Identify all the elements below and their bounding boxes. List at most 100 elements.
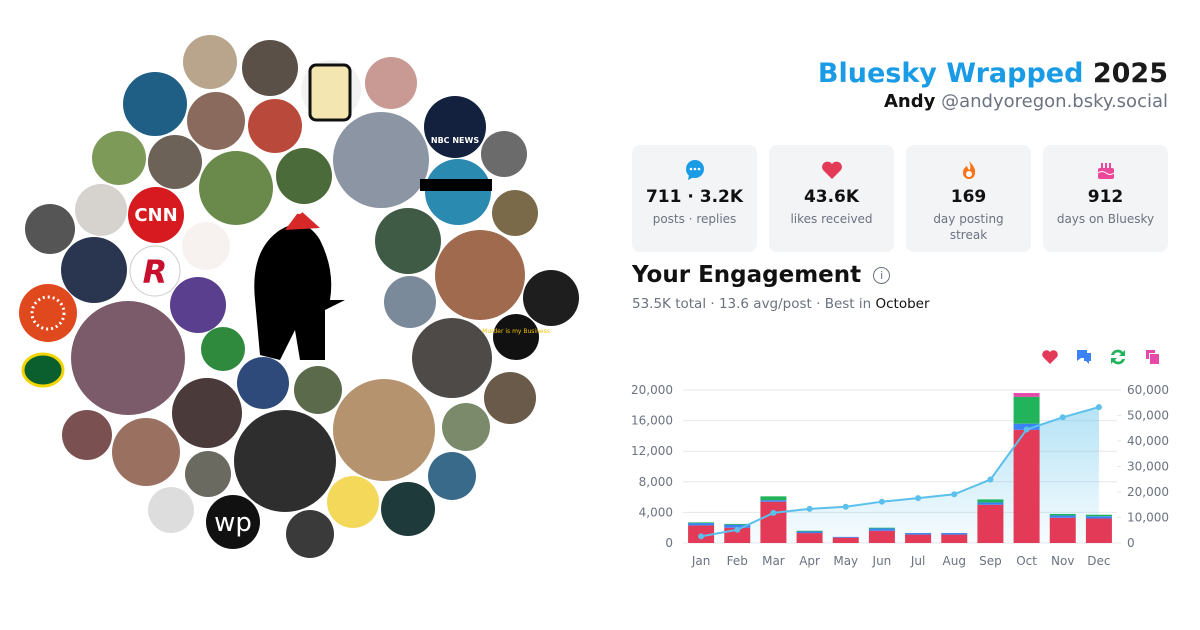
- bar-segment: [977, 504, 1004, 543]
- bar-segment: [1085, 514, 1112, 517]
- avatar: [112, 418, 180, 486]
- avatar: [442, 403, 490, 451]
- x-tick-label: Jun: [872, 554, 892, 568]
- avatar: [363, 328, 407, 372]
- avatar-icon: [308, 63, 352, 122]
- bar-segment: [941, 533, 968, 535]
- bar-segment: [760, 501, 787, 543]
- stat-value: 169: [950, 187, 987, 207]
- avatar: [425, 159, 491, 225]
- bar-segment: [1013, 429, 1040, 543]
- stat-icon: [821, 161, 842, 179]
- avatar-icon: [30, 295, 66, 331]
- avatar: [61, 237, 127, 303]
- x-tick-label: Sep: [979, 554, 1002, 568]
- header: Bluesky Wrapped 2025 Andy @andyoregon.bs…: [818, 58, 1168, 112]
- bar-segment: [1049, 513, 1076, 516]
- bar-segment: [977, 499, 1004, 503]
- line-point: [1023, 426, 1030, 433]
- avatar-label: NBC NEWS: [431, 136, 479, 145]
- line-point: [734, 526, 741, 533]
- avatar: [128, 187, 184, 243]
- stat-icon: [1097, 163, 1114, 179]
- avatar: [129, 245, 181, 297]
- bar-segment: [724, 523, 751, 525]
- avatar: [187, 92, 245, 150]
- avatar: [384, 276, 436, 328]
- bar-segment: [868, 527, 895, 529]
- x-tick-label: May: [833, 554, 858, 568]
- engagement-title-text: Your Engagement: [632, 262, 862, 288]
- line-point: [1095, 404, 1102, 411]
- avatar: [206, 495, 260, 549]
- avatar: [381, 482, 435, 536]
- avatar: [428, 452, 476, 500]
- engagement-summary: 53.5K total · 13.6 avg/post · Best in Oc…: [632, 296, 930, 312]
- legend-icon: [1042, 350, 1058, 364]
- bar-segment: [796, 531, 823, 534]
- avatar: [481, 131, 527, 177]
- avatar: [148, 487, 194, 533]
- line-point: [951, 491, 958, 498]
- avatar: [75, 184, 127, 236]
- bar-segment: [868, 528, 895, 531]
- avatar: [248, 99, 302, 153]
- cumulative-line: [700, 406, 1100, 538]
- bar-segment: [796, 530, 823, 532]
- stat-card: 43.6K likes received: [769, 145, 894, 252]
- bar-segment: [760, 496, 787, 501]
- avatar: [148, 135, 202, 189]
- bar-segment: [1013, 393, 1040, 397]
- stat-label: likes received: [790, 212, 873, 226]
- avatar: [170, 277, 226, 333]
- legend-icon: [1111, 349, 1125, 365]
- avatar: [484, 372, 536, 424]
- stat-value: 43.6K: [803, 187, 860, 207]
- line-point: [915, 495, 922, 502]
- stat-label: posts · replies: [652, 212, 737, 226]
- title: Bluesky Wrapped 2025: [818, 58, 1168, 89]
- avatar: [493, 314, 539, 360]
- stat-value: 711 · 3.2K: [645, 187, 744, 207]
- y-tick-label: 0: [665, 536, 673, 550]
- bar-segment: [724, 524, 751, 528]
- engagement-title: Your Engagement i: [632, 262, 930, 288]
- line-point: [770, 509, 777, 516]
- info-icon[interactable]: i: [873, 266, 891, 284]
- stat-card: 169 day posting streak: [906, 145, 1031, 252]
- bar-segment: [977, 502, 1004, 505]
- avatar: [276, 148, 332, 204]
- line-point: [806, 505, 813, 512]
- avatar: [375, 208, 441, 274]
- avatar: [62, 410, 112, 460]
- bar-segment: [1013, 396, 1040, 424]
- avatar-label: R: [143, 253, 168, 291]
- avatar: [492, 190, 538, 236]
- bar-segment: [1085, 518, 1112, 543]
- line-point: [1059, 414, 1066, 421]
- stat-label: day posting streak: [933, 212, 1004, 242]
- avatar: [92, 131, 146, 185]
- avatar: [412, 318, 492, 398]
- avatar: [25, 204, 75, 254]
- avatar: [71, 301, 185, 415]
- avatar: [185, 451, 231, 497]
- line-point: [698, 533, 705, 540]
- legend-icon: [1077, 350, 1091, 364]
- bar-segment: [905, 533, 932, 535]
- avatar: [199, 151, 273, 225]
- y2-tick-label: 50,000: [1127, 409, 1169, 423]
- avatar: [201, 327, 245, 371]
- bar-segment: [941, 534, 968, 543]
- y2-tick-label: 0: [1127, 536, 1135, 550]
- stat-icon: [962, 161, 975, 179]
- y2-tick-label: 30,000: [1127, 460, 1169, 474]
- bar-segment: [796, 533, 823, 543]
- y2-tick-label: 40,000: [1127, 434, 1169, 448]
- avatar: [237, 357, 289, 409]
- avatar-cloud: NBC NEWS CNN R Murder is my Business: [19, 35, 579, 558]
- y2-tick-label: 10,000: [1127, 511, 1169, 525]
- santa-hat: [295, 206, 303, 214]
- user-name: Andy: [884, 91, 936, 112]
- avatar-label: Murder is my Business: [482, 328, 550, 335]
